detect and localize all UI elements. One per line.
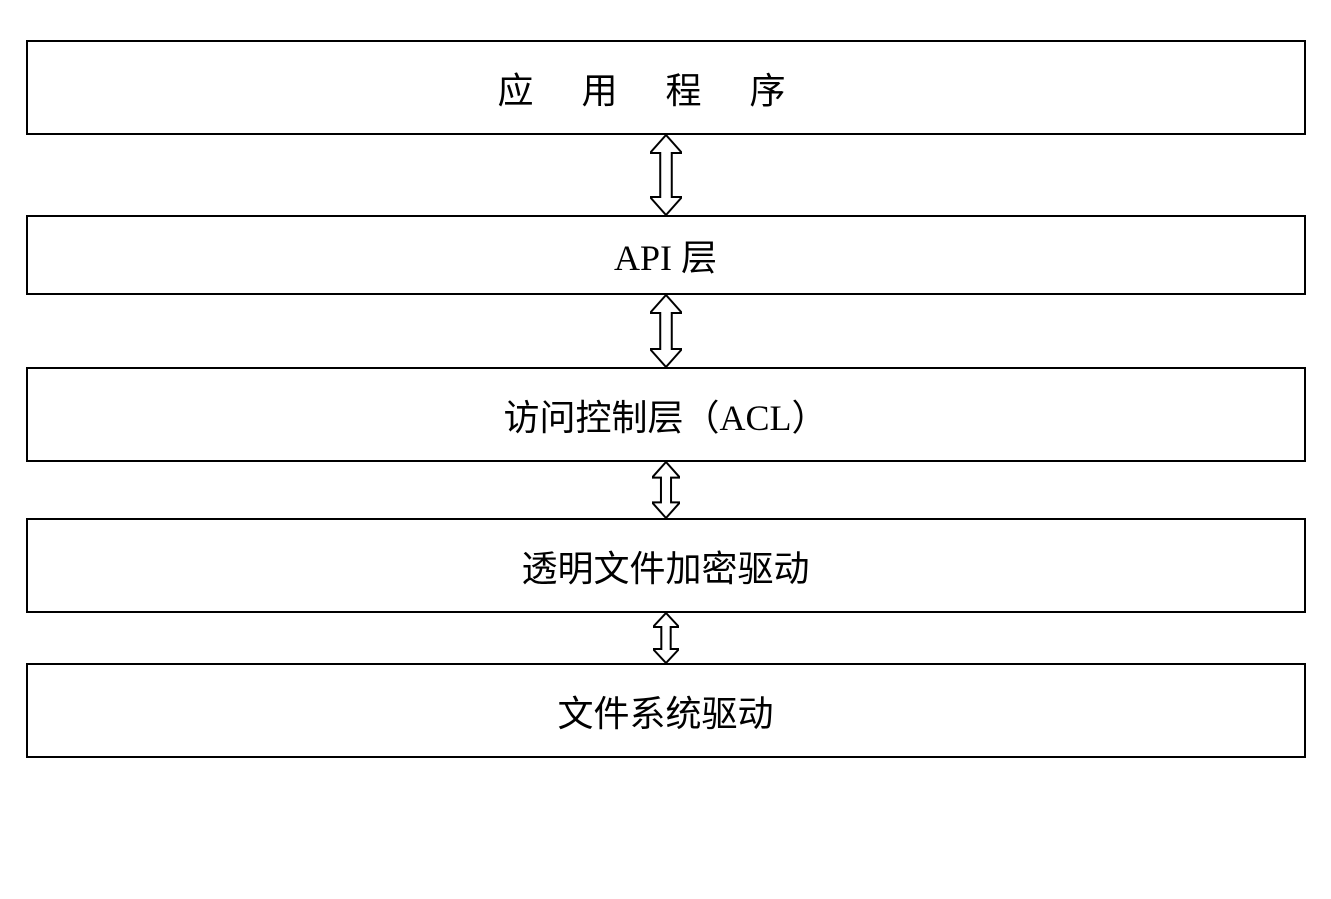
layer-box-app: 应用程序: [26, 40, 1306, 135]
bidirectional-arrow-icon: [650, 295, 682, 367]
bidirectional-arrow-icon: [653, 613, 679, 663]
arrow-tfe-fsd: [653, 613, 679, 663]
layer-box-tfe: 透明文件加密驱动: [26, 518, 1306, 613]
bidirectional-arrow-icon: [652, 462, 680, 518]
layer-label-api: API 层: [614, 229, 717, 281]
arrow-api-acl: [650, 295, 682, 367]
layer-box-api: API 层: [26, 215, 1306, 295]
arrow-app-api: [650, 135, 682, 215]
arrow-acl-tfe: [652, 462, 680, 518]
layer-box-acl: 访问控制层（ACL）: [26, 367, 1306, 462]
layer-box-fsd: 文件系统驱动: [26, 663, 1306, 758]
layer-label-app: 应用程序: [497, 62, 833, 114]
layer-label-fsd: 文件系统驱动: [557, 685, 773, 737]
layer-diagram: 应用程序 API 层访问控制层（ACL） 透明文件加密驱动文件系统驱动: [26, 40, 1306, 758]
layer-label-acl: 访问控制层（ACL）: [503, 389, 827, 441]
bidirectional-arrow-icon: [650, 135, 682, 215]
layer-label-tfe: 透明文件加密驱动: [521, 540, 809, 592]
